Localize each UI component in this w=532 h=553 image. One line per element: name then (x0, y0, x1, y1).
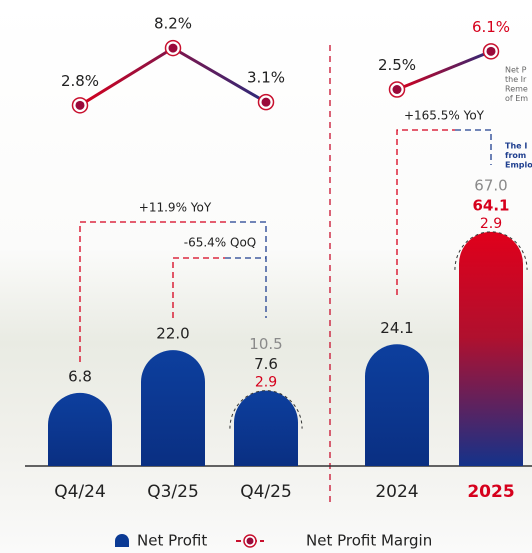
side-note: from (505, 151, 526, 160)
bar (141, 350, 205, 466)
margin-label: 8.2% (154, 15, 192, 33)
margin-label: 3.1% (247, 69, 285, 87)
margin-point-core (392, 85, 402, 94)
value-label: 64.1 (472, 196, 509, 214)
bar (48, 392, 112, 466)
one-off-label: 2.9 (480, 216, 502, 232)
x-tick-label: 2024 (375, 482, 418, 502)
bracket (230, 221, 267, 318)
legend-label: Net Profit (137, 532, 207, 550)
margin-line (396, 49, 492, 91)
bracket (455, 129, 492, 165)
value-label: 6.8 (68, 367, 92, 385)
side-note: Reme (505, 85, 528, 94)
side-note: the Ir (505, 75, 527, 84)
bracket (172, 257, 225, 318)
x-tick-label: Q4/25 (240, 482, 292, 502)
x-tick-label: Q3/25 (147, 482, 199, 502)
margin-point-core (486, 46, 496, 56)
legend-label: Net Profit Margin (306, 532, 432, 550)
value-label: 22.0 (156, 325, 189, 343)
side-note: The I (505, 142, 527, 151)
one-off-label: 2.9 (255, 375, 277, 391)
legend-swatch (246, 537, 254, 545)
margin-label: 2.5% (378, 56, 416, 74)
bracket (396, 129, 455, 295)
x-tick-label: 2025 (467, 482, 514, 502)
margin-point-core (168, 43, 178, 53)
annotation: -65.4% QoQ (184, 236, 257, 250)
legend-swatch (115, 534, 129, 547)
annotation: +165.5% YoY (404, 109, 485, 123)
value-label: 7.6 (254, 355, 278, 373)
x-tick-label: Q4/24 (54, 482, 106, 502)
margin-point-core (75, 100, 85, 110)
bracket (79, 221, 230, 362)
margin-point-core (261, 97, 271, 107)
adjusted-label: 10.5 (249, 335, 282, 353)
side-note: Net P (505, 66, 527, 75)
side-note: of Em (505, 94, 528, 103)
margin-label: 2.8% (61, 72, 99, 90)
margin-label: 6.1% (472, 18, 510, 36)
bar (365, 344, 429, 466)
bar (459, 231, 523, 466)
value-label: 24.1 (380, 319, 413, 337)
side-note: Emplo (505, 161, 532, 170)
adjusted-label: 67.0 (474, 176, 507, 194)
bar (234, 390, 298, 466)
annotation: +11.9% YoY (139, 201, 212, 215)
